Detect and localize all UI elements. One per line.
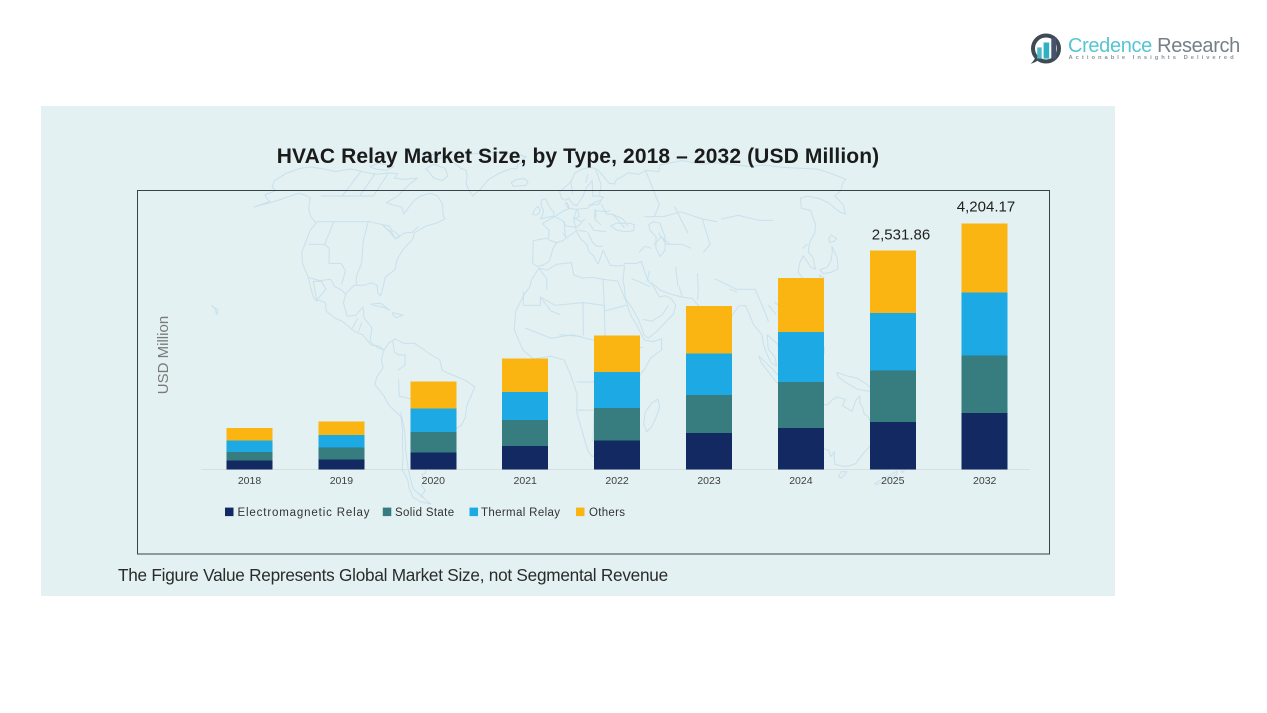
- svg-text:Actionable Insights Delivered: Actionable Insights Delivered: [1069, 55, 1237, 61]
- svg-text:Electromagnetic Relay: Electromagnetic Relay: [238, 507, 371, 519]
- svg-text:Others: Others: [589, 507, 625, 519]
- svg-text:2019: 2019: [330, 475, 354, 487]
- svg-text:2032: 2032: [973, 475, 997, 487]
- svg-text:2018: 2018: [238, 475, 262, 487]
- svg-text:USD Million: USD Million: [155, 316, 172, 394]
- svg-text:2023: 2023: [697, 475, 721, 487]
- svg-text:Thermal Relay: Thermal Relay: [481, 507, 560, 519]
- svg-text:2024: 2024: [789, 475, 813, 487]
- svg-text:2,531.86: 2,531.86: [872, 227, 930, 244]
- svg-text:2020: 2020: [422, 475, 446, 487]
- svg-text:4,204.17: 4,204.17: [957, 199, 1015, 216]
- svg-text:2021: 2021: [514, 475, 538, 487]
- svg-text:2025: 2025: [881, 475, 905, 487]
- svg-text:2022: 2022: [605, 475, 629, 487]
- svg-text:Credence Research: Credence Research: [1068, 35, 1240, 57]
- svg-text:The Figure Value Represents Gl: The Figure Value Represents Global Marke…: [118, 565, 668, 585]
- svg-text:HVAC Relay Market Size, by Typ: HVAC Relay Market Size, by Type, 2018 – …: [277, 145, 880, 168]
- svg-text:Solid State: Solid State: [395, 507, 454, 519]
